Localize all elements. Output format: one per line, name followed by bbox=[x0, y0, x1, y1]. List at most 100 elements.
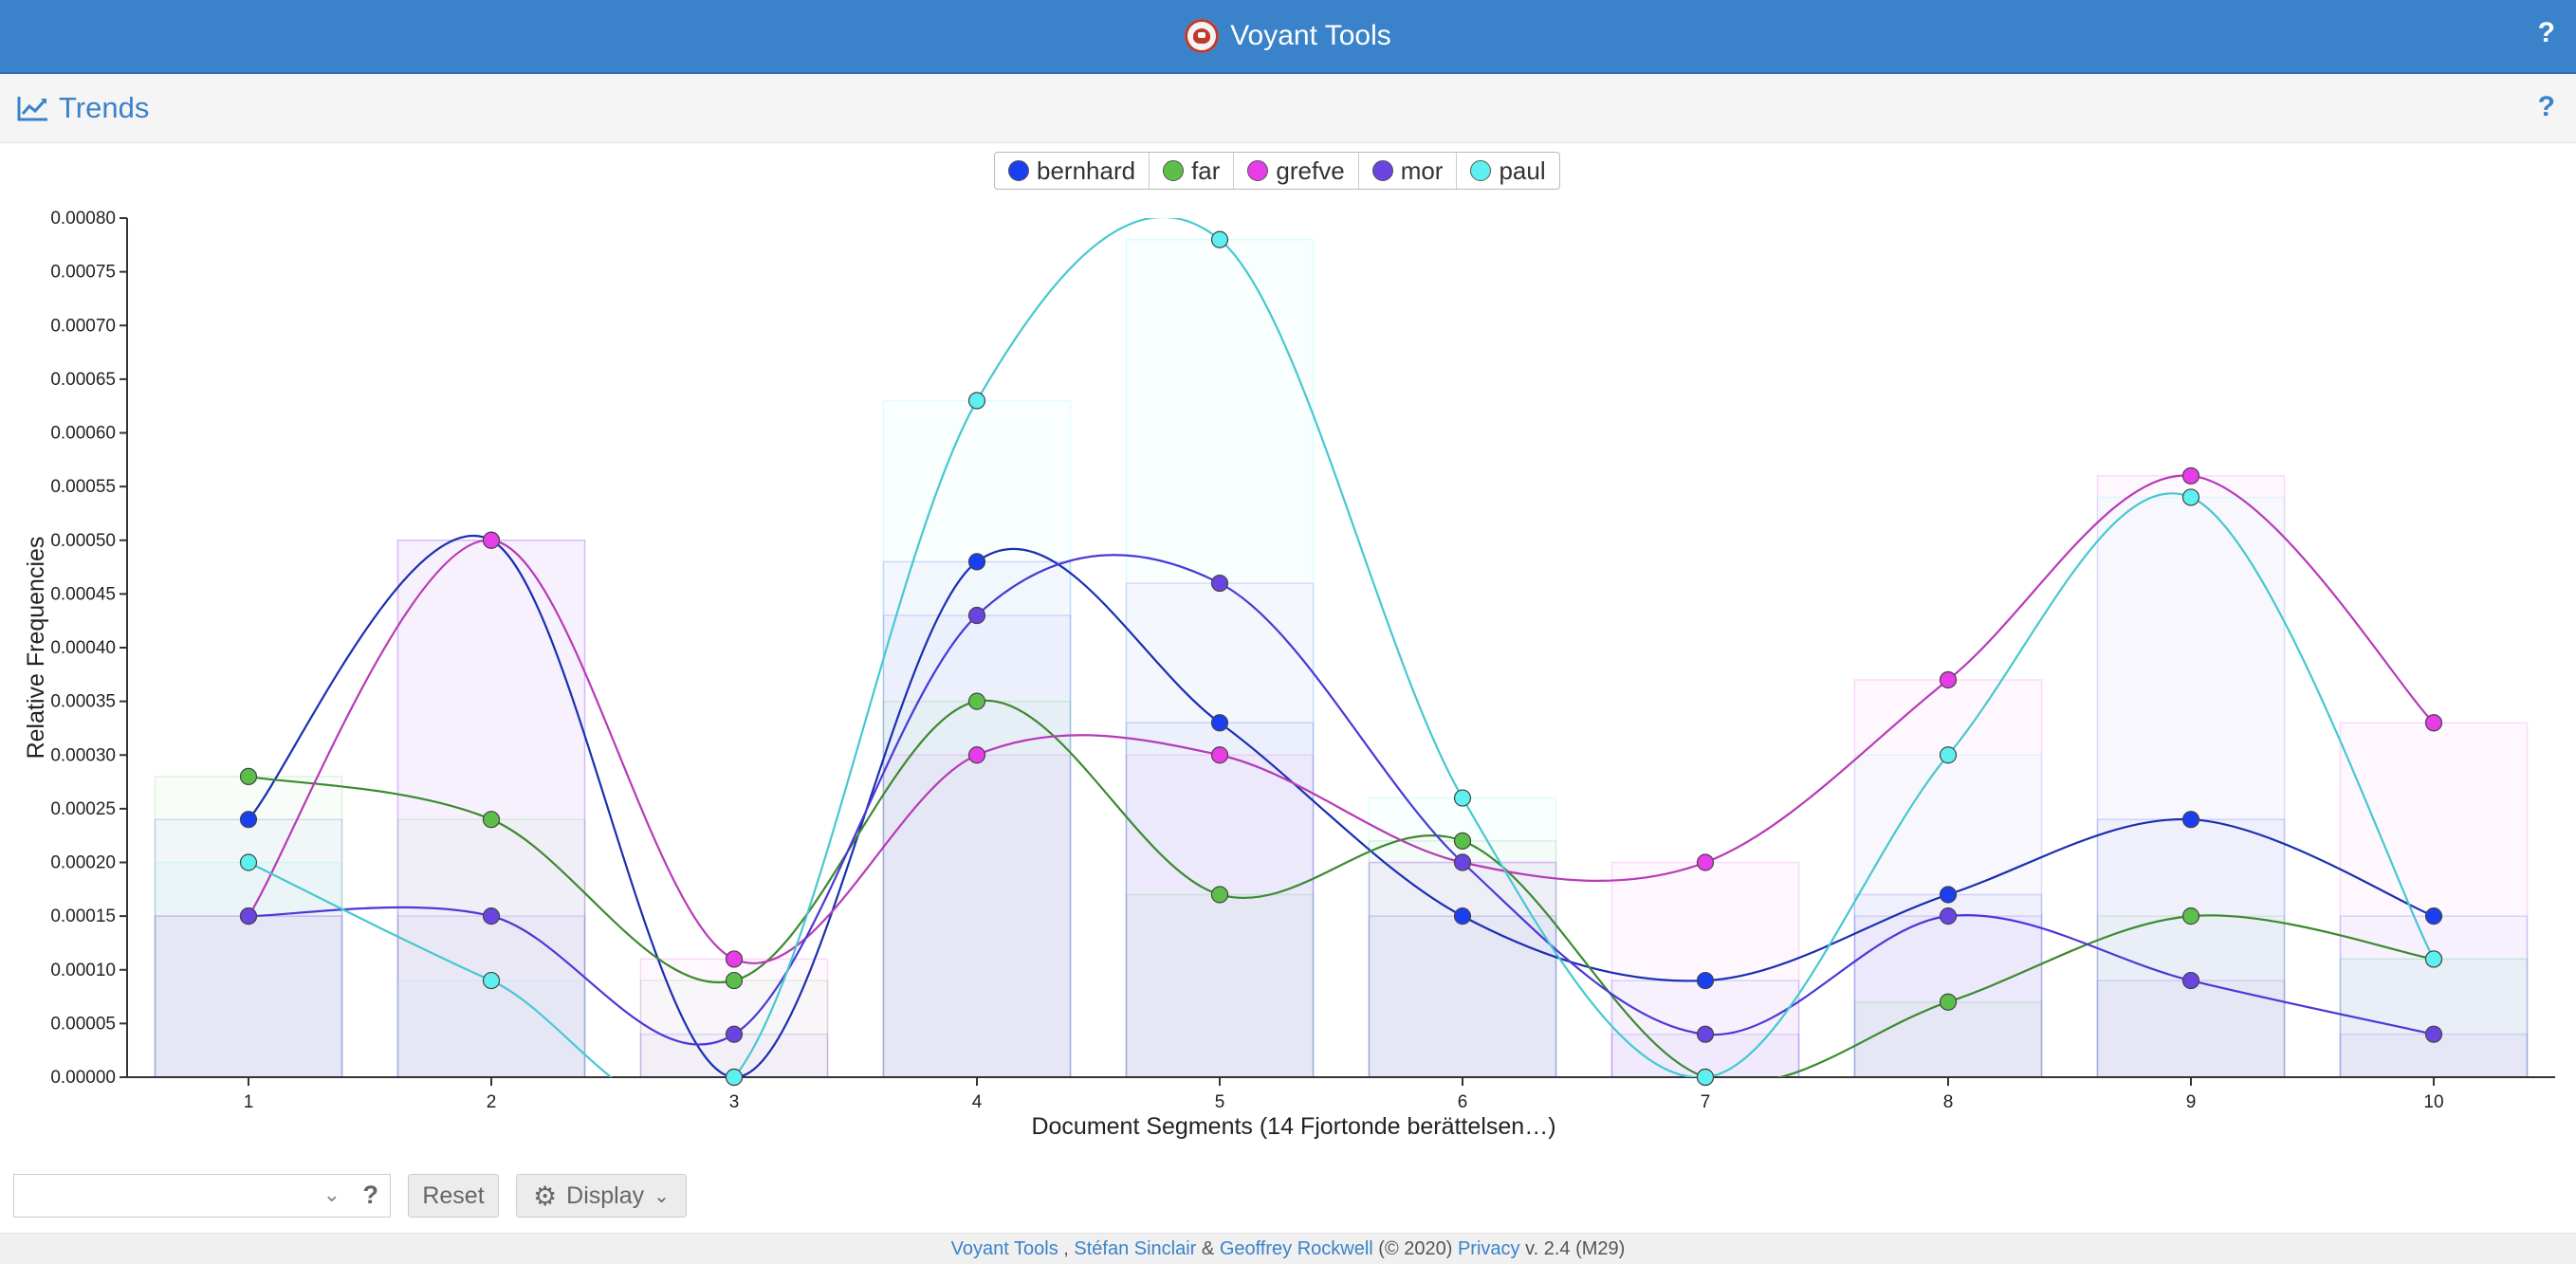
legend-item-mor[interactable]: mor bbox=[1359, 153, 1458, 189]
data-point-paul bbox=[2181, 488, 2200, 506]
data-point-paul bbox=[239, 853, 258, 871]
legend-dot-far bbox=[1163, 160, 1185, 181]
series-line-mor bbox=[248, 554, 2435, 1046]
voyant-logo-icon bbox=[1185, 19, 1220, 53]
data-point-mor bbox=[1939, 907, 1958, 925]
x-tick-label: 7 bbox=[1701, 1092, 1711, 1112]
y-axis-title: Relative Frequencies bbox=[23, 537, 49, 760]
voyant-tools-link[interactable]: Voyant Tools bbox=[950, 1238, 1058, 1259]
data-point-grefve bbox=[725, 950, 744, 968]
bar-paul bbox=[882, 399, 1072, 1078]
x-axis-title: Document Segments (14 Fjortonde berättel… bbox=[1031, 1113, 1555, 1140]
footer-ampersand: & bbox=[1196, 1238, 1220, 1259]
footer-copyright: (© 2020) bbox=[1372, 1238, 1458, 1259]
data-point-bernhard bbox=[2424, 907, 2443, 925]
author-link-sinclair[interactable]: Stéfan Sinclair bbox=[1074, 1238, 1197, 1259]
bar-paul bbox=[2339, 958, 2529, 1078]
x-tick-label: 1 bbox=[244, 1092, 254, 1112]
reset-button[interactable]: Reset bbox=[408, 1174, 499, 1218]
legend-label: grefve bbox=[1276, 156, 1345, 185]
data-point-paul bbox=[482, 971, 501, 990]
data-point-mor bbox=[2424, 1025, 2443, 1043]
legend-label: paul bbox=[1499, 156, 1546, 185]
reset-button-label: Reset bbox=[422, 1182, 485, 1209]
data-point-far bbox=[239, 767, 258, 786]
y-tick-label: 0.00025 bbox=[50, 799, 116, 819]
data-point-paul bbox=[725, 1068, 744, 1087]
x-tick-label: 10 bbox=[2423, 1092, 2443, 1112]
data-point-mor bbox=[1453, 853, 1472, 871]
data-point-paul bbox=[1210, 230, 1229, 248]
y-tick-label: 0.00010 bbox=[50, 961, 116, 980]
y-tick-label: 0.00065 bbox=[50, 370, 116, 390]
x-tick-label: 2 bbox=[487, 1092, 497, 1112]
data-point-far bbox=[1210, 886, 1229, 904]
data-point-far bbox=[967, 692, 986, 710]
legend-label: bernhard bbox=[1037, 156, 1136, 185]
x-tick-label: 8 bbox=[1943, 1092, 1954, 1112]
combo-help-icon[interactable]: ? bbox=[362, 1181, 379, 1209]
series-line-paul bbox=[248, 218, 2435, 1077]
x-tick-label: 5 bbox=[1215, 1092, 1225, 1112]
data-point-mor bbox=[2181, 971, 2200, 990]
panel-title: Trends bbox=[59, 91, 150, 124]
data-point-paul bbox=[1696, 1068, 1715, 1087]
data-point-bernhard bbox=[1453, 907, 1472, 925]
data-point-far bbox=[1939, 993, 1958, 1011]
privacy-link[interactable]: Privacy bbox=[1457, 1238, 1520, 1259]
data-point-grefve bbox=[1210, 746, 1229, 764]
y-tick-label: 0.00045 bbox=[50, 584, 116, 604]
display-button[interactable]: ⚙ Display ⌄ bbox=[516, 1174, 687, 1218]
y-tick-label: 0.00020 bbox=[50, 853, 116, 873]
legend-item-paul[interactable]: paul bbox=[1457, 153, 1558, 189]
app-help-icon[interactable]: ? bbox=[2537, 17, 2555, 48]
display-button-label: Display bbox=[566, 1182, 645, 1209]
bar-paul bbox=[2096, 496, 2286, 1078]
footer-separator: , bbox=[1058, 1238, 1075, 1259]
legend-item-grefve[interactable]: grefve bbox=[1234, 153, 1359, 189]
data-point-grefve bbox=[2424, 714, 2443, 732]
data-point-far bbox=[2181, 907, 2200, 925]
data-point-grefve bbox=[1696, 853, 1715, 871]
data-point-mor bbox=[1210, 574, 1229, 593]
data-point-far bbox=[1453, 832, 1472, 850]
y-tick-label: 0.00035 bbox=[50, 692, 116, 712]
bottom-toolbar: ⌄ ? Reset ⚙ Display ⌄ bbox=[0, 1157, 2576, 1235]
data-point-mor bbox=[1696, 1025, 1715, 1043]
author-link-rockwell[interactable]: Geoffrey Rockwell bbox=[1219, 1238, 1373, 1259]
term-combo-box[interactable]: ⌄ ? bbox=[13, 1174, 391, 1218]
legend-dot-paul bbox=[1470, 160, 1492, 181]
data-point-bernhard bbox=[967, 553, 986, 571]
data-point-far bbox=[482, 811, 501, 829]
legend-dot-bernhard bbox=[1008, 160, 1029, 181]
series-line-far bbox=[248, 699, 2435, 1077]
data-point-far bbox=[725, 971, 744, 990]
legend-label: far bbox=[1191, 156, 1221, 185]
y-tick-label: 0.00005 bbox=[50, 1014, 116, 1034]
legend-item-far[interactable]: far bbox=[1150, 153, 1235, 189]
y-tick-label: 0.00070 bbox=[50, 316, 116, 336]
app-title: Voyant Tools bbox=[1230, 20, 1391, 51]
data-point-paul bbox=[1453, 789, 1472, 807]
data-point-paul bbox=[2424, 950, 2443, 968]
data-point-mor bbox=[967, 606, 986, 625]
data-point-grefve bbox=[1939, 670, 1958, 689]
trend-chart-icon bbox=[17, 97, 47, 121]
x-tick-label: 9 bbox=[2186, 1092, 2197, 1112]
panel-help-icon[interactable]: ? bbox=[2537, 91, 2555, 122]
y-tick-label: 0.00080 bbox=[50, 209, 116, 229]
y-tick-label: 0.00055 bbox=[50, 477, 116, 497]
legend-item-bernhard[interactable]: bernhard bbox=[995, 153, 1150, 189]
y-tick-label: 0.00075 bbox=[50, 263, 116, 283]
app-header: Voyant Tools ? bbox=[0, 0, 2576, 74]
x-tick-label: 3 bbox=[729, 1092, 740, 1112]
chevron-down-icon[interactable]: ⌄ bbox=[322, 1182, 340, 1206]
data-point-grefve bbox=[967, 746, 986, 764]
data-point-paul bbox=[967, 392, 986, 410]
series-line-bernhard bbox=[248, 535, 2435, 1077]
data-point-grefve bbox=[482, 531, 501, 549]
x-tick-label: 6 bbox=[1458, 1092, 1468, 1112]
x-tick-label: 4 bbox=[972, 1092, 983, 1112]
legend-dot-mor bbox=[1371, 160, 1393, 181]
footer-version: v. 2.4 (M29) bbox=[1519, 1238, 1626, 1259]
